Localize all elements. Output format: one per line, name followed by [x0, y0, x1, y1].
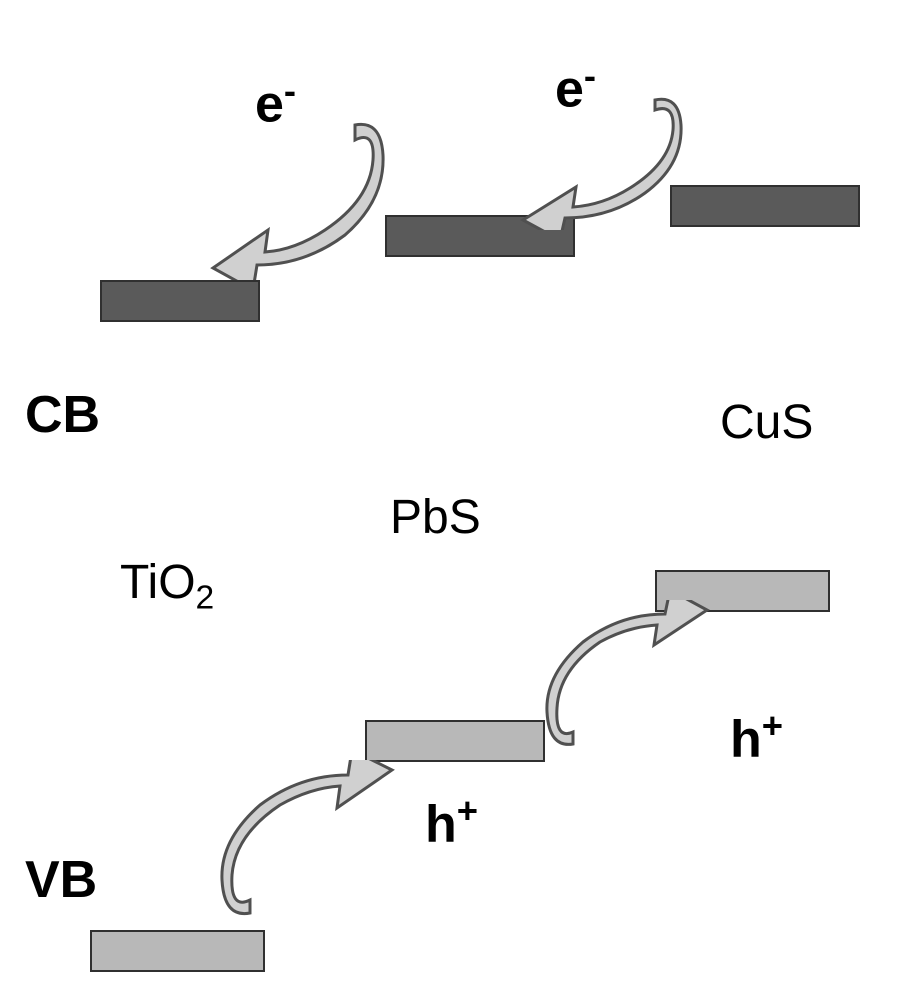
vb-band-pbs — [365, 720, 545, 762]
material-pbs-text: PbS — [390, 491, 481, 544]
hole-text-2: h — [730, 710, 762, 768]
hole-arrow-1 — [220, 760, 400, 920]
vb-band-tio2 — [90, 930, 265, 972]
vb-label-text: VB — [25, 851, 97, 909]
cb-label: CB — [25, 385, 100, 445]
material-label-cus: CuS — [720, 395, 813, 450]
electron-sup-1: - — [284, 70, 296, 111]
material-tio2-text: TiO — [120, 556, 196, 609]
electron-arrow-2 — [515, 95, 685, 230]
material-label-tio2: TiO2 — [120, 555, 214, 618]
material-tio2-sub: 2 — [196, 580, 215, 617]
material-label-pbs: PbS — [390, 490, 481, 545]
cb-band-cus — [670, 185, 860, 227]
hole-sup-2: + — [762, 705, 783, 746]
hole-arrow-2 — [545, 600, 715, 750]
hole-sup-1: + — [457, 790, 478, 831]
material-cus-text: CuS — [720, 396, 813, 449]
hole-text-1: h — [425, 795, 457, 853]
hole-label-1: h+ — [425, 790, 478, 854]
electron-sup-2: - — [584, 55, 596, 96]
cb-label-text: CB — [25, 386, 100, 444]
cb-band-tio2 — [100, 280, 260, 322]
electron-arrow-1 — [205, 120, 385, 280]
hole-label-2: h+ — [730, 705, 783, 769]
vb-label: VB — [25, 850, 97, 910]
